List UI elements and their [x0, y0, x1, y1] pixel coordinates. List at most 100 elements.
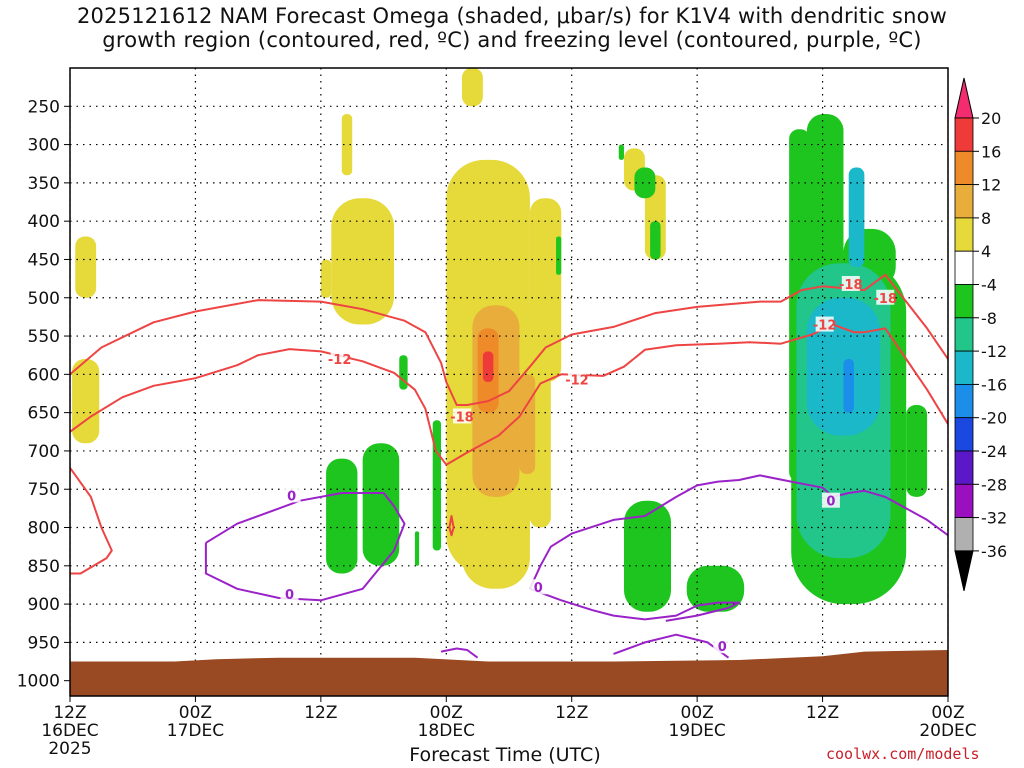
contour-freezing-left: [204, 492, 406, 602]
contour-label-bg: [567, 371, 586, 387]
omega-region-neg4: [906, 404, 928, 497]
contour-label-bg: [713, 638, 732, 654]
x-tick-label: 20DEC: [919, 721, 976, 741]
contour-label: -18: [839, 278, 863, 293]
chart-title-line-2: growth region (contoured, red, ºC) and f…: [102, 28, 922, 52]
contour-label-bg: [529, 579, 548, 595]
omega-region-neg4: [414, 531, 420, 566]
x-tick-label: 19DEC: [668, 721, 725, 741]
x-tick-label: 12Z: [53, 703, 86, 723]
colorbar-swatch: [954, 217, 974, 252]
contour-freezing-ground-a: [440, 647, 479, 659]
colorbar-swatch: [954, 417, 974, 452]
colorbar-label: -12: [981, 342, 1007, 361]
y-tick-label: 950: [28, 633, 60, 653]
y-tick-label: 900: [28, 595, 60, 615]
colorbar-label: 16: [981, 142, 1001, 161]
x-tick-label: 00Z: [179, 703, 212, 723]
omega-region-neg4: [399, 355, 408, 390]
contour-dgz-lower: [70, 323, 948, 466]
x-tick-label: 18DEC: [418, 721, 475, 741]
contour-label: -12: [565, 374, 589, 389]
omega-region-neg4: [623, 500, 672, 612]
omega-region-neg4: [326, 458, 358, 574]
x-tick-label: 00Z: [430, 703, 463, 723]
omega-region-neg4: [556, 236, 562, 275]
contour-label: 0: [534, 581, 543, 596]
y-tick-label: 1000: [17, 672, 60, 692]
site-credit: coolwx.com/models: [826, 745, 980, 763]
contour-label: 0: [826, 495, 835, 510]
colorbar-label: 12: [981, 176, 1001, 195]
omega-region-4: [72, 359, 100, 444]
contour-label: 0: [285, 588, 294, 603]
y-tick-label: 800: [28, 519, 60, 539]
contour-dgz-blip: [448, 515, 455, 537]
colorbar-swatch: [954, 150, 974, 186]
colorbar-swatch: [954, 483, 974, 518]
colorbar-swatch: [954, 184, 974, 219]
omega-region-neg4: [650, 221, 661, 260]
x-tick-label: 17DEC: [167, 721, 224, 741]
omega-region-4: [75, 236, 97, 298]
y-tick-label: 850: [28, 557, 60, 577]
contour-label-bg: [330, 351, 349, 367]
colorbar-label: -36: [981, 542, 1007, 561]
x-tick-label: 00Z: [931, 703, 964, 723]
contour-label-bg: [280, 586, 299, 602]
colorbar-swatch: [954, 450, 974, 485]
contour-label: -18: [450, 410, 474, 425]
colorbar-label: 8: [981, 209, 991, 228]
colorbar-overflow-bottom: [954, 550, 974, 592]
colorbar-label: -20: [981, 409, 1007, 428]
y-tick-label: 750: [28, 480, 60, 500]
colorbar-label: -24: [981, 442, 1007, 461]
x-axis-label: Forecast Time (UTC): [409, 744, 601, 766]
colorbar-swatch: [954, 517, 974, 552]
colorbar-label: 20: [981, 109, 1001, 128]
omega-region-neg4: [686, 565, 745, 612]
chart-title-line-1: 2025121612 NAM Forecast Omega (shaded, μ…: [76, 4, 948, 28]
contour-freezing-mid: [529, 587, 740, 622]
colorbar-swatch: [954, 317, 974, 352]
y-tick-label: 450: [28, 250, 60, 270]
colorbar-label: 4: [981, 242, 991, 261]
y-tick-label: 250: [28, 97, 60, 117]
contour-label-bg: [821, 492, 840, 508]
colorbar-label: -4: [981, 276, 997, 295]
contour-label: -12: [813, 319, 837, 334]
colorbar-label: -16: [981, 375, 1007, 394]
omega-region-neg4: [634, 167, 656, 199]
omega-region-4: [341, 113, 353, 176]
x-tick-label: 2025: [48, 739, 91, 759]
plot-border: [69, 67, 949, 697]
colorbar-swatch: [954, 250, 974, 285]
contour-freezing-right: [528, 474, 948, 590]
contour-label: 0: [287, 489, 296, 504]
omega-region-neg12: [848, 167, 865, 268]
contour-dgz-upper: [70, 273, 948, 406]
x-tick-label: 16DEC: [41, 721, 98, 741]
x-tick-label: 00Z: [681, 703, 714, 723]
colorbar-label: -28: [981, 475, 1007, 494]
y-tick-label: 550: [28, 327, 60, 347]
colorbar-swatch: [954, 383, 974, 419]
omega-region-4: [461, 68, 483, 107]
omega-region-12: [519, 374, 536, 474]
omega-region-neg4: [362, 443, 400, 566]
contour-label: -12: [328, 353, 352, 368]
y-tick-label: 350: [28, 174, 60, 194]
terrain-ground: [70, 650, 948, 696]
contour-label-bg: [815, 316, 834, 332]
omega-region-neg16: [843, 359, 854, 413]
contour-label: 0: [718, 640, 727, 655]
omega-region-4: [320, 259, 332, 298]
omega-region-4: [331, 198, 395, 325]
colorbar-swatch: [954, 284, 974, 319]
y-tick-label: 600: [28, 365, 60, 385]
contour-label-bg: [876, 289, 895, 305]
contour-label-bg: [841, 275, 860, 291]
contour-label-bg: [282, 487, 301, 503]
contour-label-bg: [452, 408, 471, 424]
